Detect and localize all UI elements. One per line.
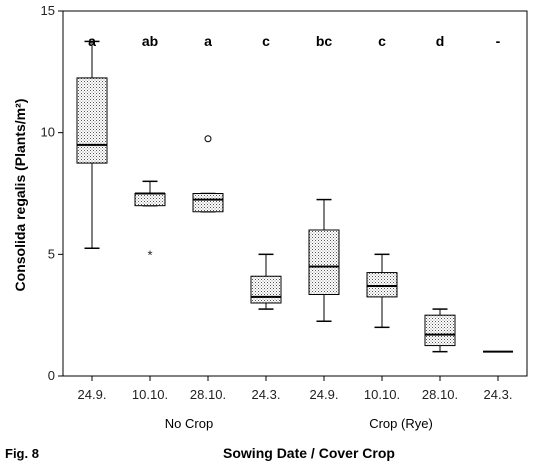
significance-labels: a ab a c bc c d - xyxy=(88,33,501,49)
significance-letter: ab xyxy=(142,33,158,49)
group-label-no-crop: No Crop xyxy=(165,416,213,431)
box-group xyxy=(192,135,224,213)
box xyxy=(134,193,166,207)
significance-letter: a xyxy=(88,33,96,49)
x-tick-label: 28.10. xyxy=(190,387,226,402)
box-group xyxy=(366,253,398,329)
plot-area xyxy=(62,10,528,377)
y-tick-label: 15 xyxy=(41,3,55,18)
y-axis: 0 5 10 15 xyxy=(41,3,63,383)
figure-label: Fig. 8 xyxy=(5,446,39,461)
box xyxy=(366,272,398,298)
y-tick-label: 5 xyxy=(48,246,55,261)
x-tick-label: 24.3. xyxy=(252,387,281,402)
x-axis: 24.9. 10.10. 28.10. 24.3. 24.9. 10.10. 28.10. 2… xyxy=(78,376,513,402)
box xyxy=(250,275,282,304)
y-tick-label: 10 xyxy=(41,125,55,140)
group-label-crop-rye: Crop (Rye) xyxy=(369,416,433,431)
outlier-point xyxy=(204,135,212,143)
box-group xyxy=(76,40,108,249)
y-tick-label: 0 xyxy=(48,368,55,383)
box-group xyxy=(250,253,282,310)
box-group xyxy=(308,198,340,322)
x-tick-label: 24.9. xyxy=(310,387,339,402)
significance-letter: bc xyxy=(316,33,333,49)
x-tick-label: 24.9. xyxy=(78,387,107,402)
boxes-layer: * xyxy=(76,40,513,353)
x-tick-label: 10.10. xyxy=(364,387,400,402)
significance-letter: d xyxy=(436,33,445,49)
box xyxy=(76,77,108,164)
box xyxy=(424,314,456,347)
x-tick-label: 24.3. xyxy=(484,387,513,402)
box-group xyxy=(424,308,456,353)
box-group: * xyxy=(134,180,166,262)
significance-letter: c xyxy=(378,33,386,49)
x-tick-label: 10.10. xyxy=(132,387,168,402)
extreme-outlier-point: * xyxy=(147,247,152,262)
significance-letter: a xyxy=(204,33,212,49)
box xyxy=(192,193,224,213)
x-axis-title: Sowing Date / Cover Crop xyxy=(223,445,395,461)
y-axis-title: Consolida regalis (Plants/m²) xyxy=(12,99,28,292)
significance-letter: c xyxy=(262,33,270,49)
x-tick-label: 28.10. xyxy=(422,387,458,402)
significance-letter: - xyxy=(496,33,501,49)
box xyxy=(308,229,340,295)
